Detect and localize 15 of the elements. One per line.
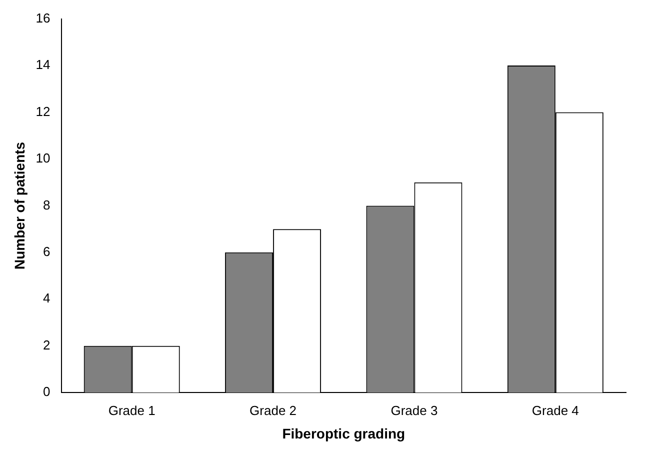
x-tick-label: Grade 2: [250, 402, 297, 418]
y-tick-label: 6: [43, 244, 50, 260]
x-tick-label: Grade 4: [532, 402, 579, 418]
x-axis-title: Fiberoptic grading: [282, 425, 406, 442]
y-tick-label: 2: [43, 337, 50, 352]
y-tick-label: 8: [43, 197, 50, 212]
x-tick-label: Grade 3: [390, 402, 438, 418]
y-tick-label: 12: [36, 104, 50, 119]
y-tick-label: 4: [43, 290, 50, 306]
y-tick-label: 16: [36, 10, 50, 26]
x-tick-label: Grade 1: [108, 402, 156, 418]
y-tick-label: 14: [36, 57, 50, 72]
y-tick-label: 10: [36, 150, 50, 166]
y-tick-label: 0: [43, 384, 50, 400]
y-axis-title: Number of patients: [11, 142, 28, 270]
